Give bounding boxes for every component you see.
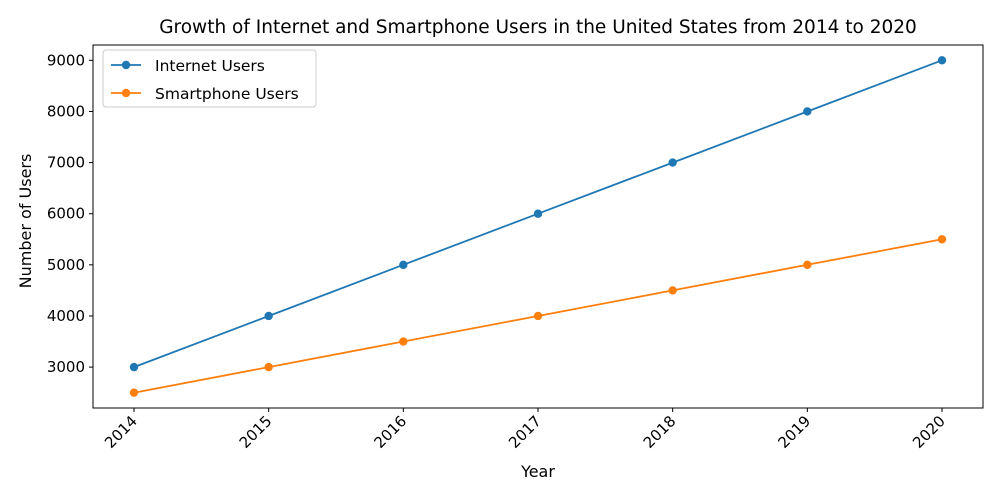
y-tick-label: 5000 <box>47 256 85 274</box>
data-point-1-4 <box>668 286 677 295</box>
y-tick-label: 6000 <box>47 205 85 223</box>
x-tick-label: 2020 <box>909 412 949 452</box>
legend-marker-1 <box>121 88 131 98</box>
data-point-0-3 <box>533 209 543 218</box>
x-tick-label: 2016 <box>370 412 410 452</box>
data-point-1-2 <box>399 337 408 346</box>
data-point-1-0 <box>129 388 139 397</box>
x-tick-label: 2014 <box>101 412 141 452</box>
legend-box <box>102 49 317 108</box>
y-tick-label: 3000 <box>47 358 85 376</box>
legend-label-1: Smartphone Users <box>155 85 299 103</box>
legend: Internet Users Smartphone Users <box>102 49 317 108</box>
data-point-0-6 <box>937 56 947 65</box>
legend-marker-0 <box>121 60 131 70</box>
y-axis-label: Number of Users <box>16 154 35 289</box>
x-axis-label: Year <box>520 462 555 481</box>
data-point-1-1 <box>264 362 273 372</box>
data-point-0-2 <box>399 260 408 270</box>
y-tick-label: 4000 <box>47 307 85 325</box>
y-tick-label: 7000 <box>47 154 85 172</box>
data-point-1-6 <box>937 235 947 244</box>
data-point-0-4 <box>668 158 677 167</box>
data-point-0-1 <box>264 311 273 321</box>
x-tick-label: 2015 <box>236 412 276 452</box>
y-tick-label: 8000 <box>47 102 85 120</box>
y-tick-label: 9000 <box>47 51 85 69</box>
legend-label-0: Internet Users <box>155 57 265 75</box>
chart-title: Growth of Internet and Smartphone Users … <box>159 17 917 38</box>
data-point-0-0 <box>129 362 139 372</box>
data-point-1-3 <box>533 311 543 321</box>
x-tick-label: 2019 <box>774 412 814 452</box>
data-point-0-5 <box>803 107 812 116</box>
x-tick-label: 2017 <box>505 412 545 452</box>
x-tick-label: 2018 <box>640 412 680 452</box>
data-point-1-5 <box>803 260 812 270</box>
